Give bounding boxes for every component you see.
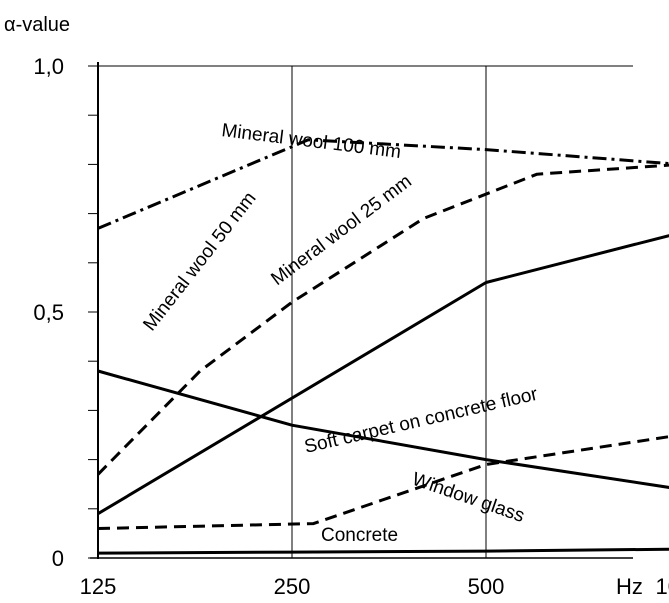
series-line-5 (97, 547, 669, 555)
x-unit-label: Hz (616, 574, 643, 599)
label-mineral-wool-25: Mineral wool 25 mm (267, 171, 415, 290)
label-mineral-wool-50: Mineral wool 50 mm (139, 188, 260, 335)
x-tick-label: 1000 (656, 574, 669, 599)
series-line-2 (97, 234, 669, 515)
x-tick-label: 500 (468, 574, 505, 599)
x-tick-label: 125 (80, 574, 117, 599)
series-line-1 (96, 163, 669, 476)
label-mineral-wool-100: Mineral wool 100 mm (220, 120, 402, 163)
series-lines (96, 138, 669, 555)
x-tick-label: 250 (274, 574, 311, 599)
y-ticks (88, 65, 98, 559)
y-tick-label: 0 (52, 546, 64, 571)
label-concrete: Concrete (321, 525, 398, 546)
y-axis-label: α-value (4, 14, 70, 36)
x-tick-labels: 125250500100020004000Hz (80, 574, 669, 599)
y-tick-label: 1,0 (33, 54, 64, 79)
y-tick-label: 0,5 (33, 300, 64, 325)
y-tick-labels: 0 0,5 1,0 (33, 54, 64, 571)
series-line-3 (97, 435, 669, 530)
axes (90, 62, 633, 559)
series-line-0 (97, 138, 669, 230)
series-line-4 (97, 369, 669, 489)
label-window-glass: Window glass (409, 469, 527, 527)
